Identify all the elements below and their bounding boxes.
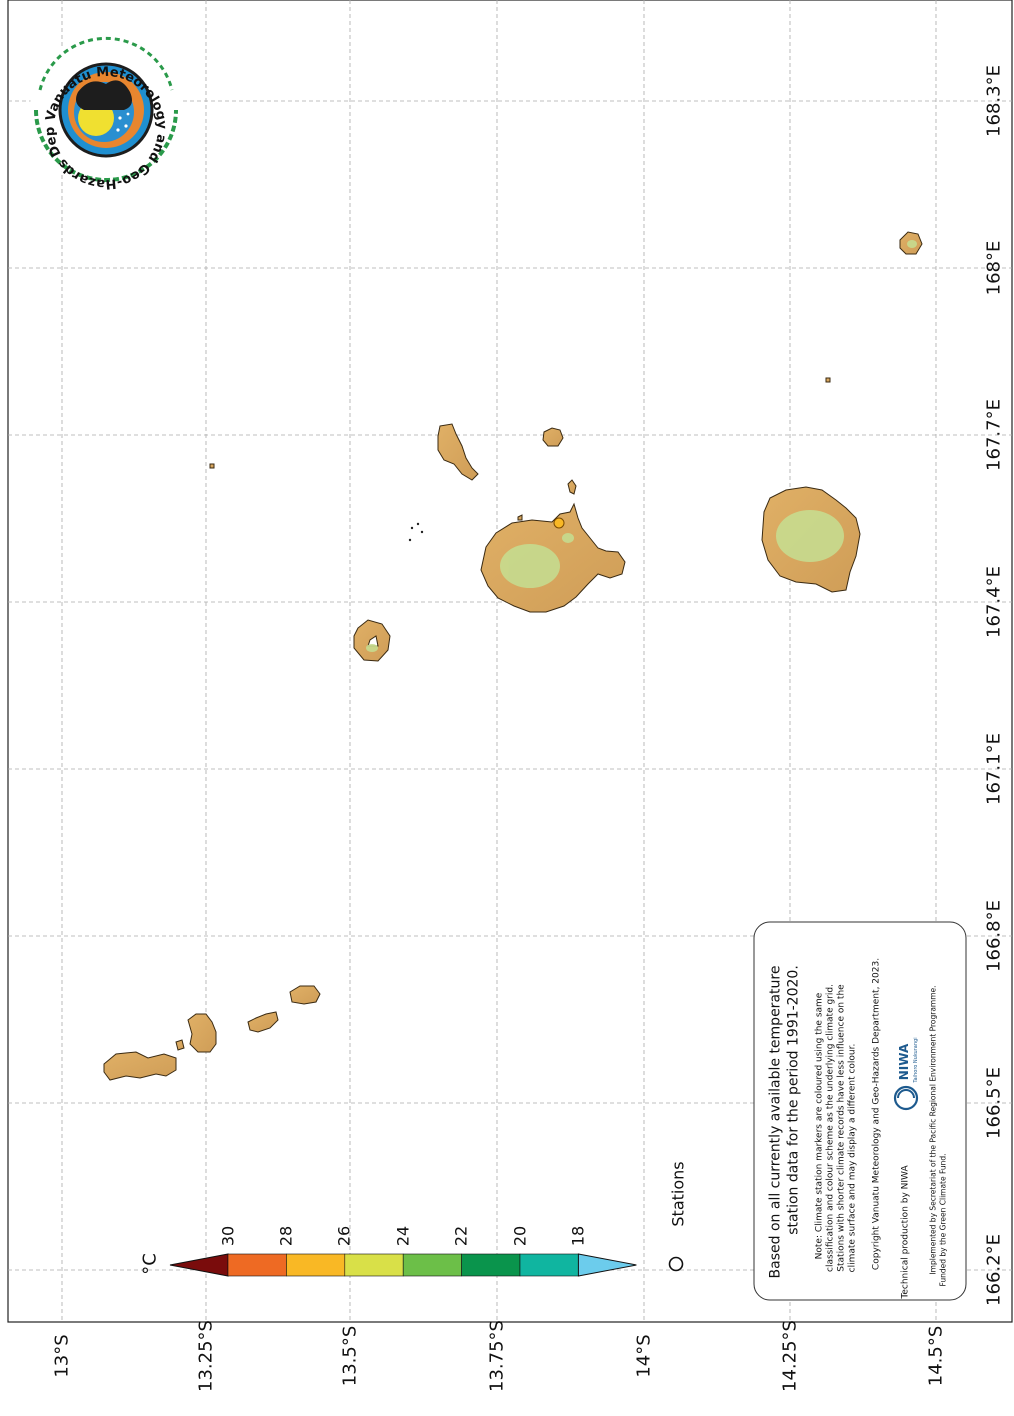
- small-islets: [408, 522, 424, 542]
- info-line: station data for the period 1991-2020.: [785, 965, 802, 1235]
- lon-tick: 166.2°E: [983, 1234, 1005, 1306]
- lat-tick: 14.25°S: [779, 1320, 801, 1392]
- lat-tick: 13.75°S: [486, 1320, 508, 1392]
- lat-tick: 14.5°S: [925, 1325, 947, 1387]
- island-metoma: [175, 1039, 185, 1051]
- stations-legend-label: Stations: [668, 1161, 688, 1227]
- islet-north: [567, 479, 577, 495]
- island-loh: [247, 1011, 279, 1033]
- info-technical: Technical production by NIWA: [900, 1165, 911, 1299]
- department-logo: Vanuatu Meteorology and Geo-Hazards Depa…: [0, 0, 182, 191]
- info-copyright: Copyright Vanuatu Meteorology and Geo-Ha…: [871, 957, 882, 1271]
- colorbar-label: 26: [334, 1225, 354, 1247]
- lat-tick: 14°S: [633, 1334, 655, 1378]
- colorbar-segment: [519, 1253, 579, 1277]
- lat-tick: 13.25°S: [195, 1320, 217, 1392]
- colorbar-segment: [402, 1253, 462, 1277]
- island-ureparapara: [353, 619, 391, 662]
- colorbar-label: 30: [218, 1225, 238, 1247]
- info-note: Stations with shorter climate records ha…: [836, 984, 847, 1272]
- highland-shading: [366, 240, 917, 652]
- island-toga: [289, 985, 321, 1005]
- lon-tick: 168°E: [983, 240, 1005, 296]
- colorbar-label: 24: [393, 1225, 413, 1247]
- stations-legend-marker: [668, 1256, 684, 1272]
- islet-b: [825, 377, 831, 383]
- info-note: Note: Climate station markers are colour…: [814, 992, 825, 1260]
- island-hiw: [103, 1051, 177, 1081]
- islet-a: [209, 463, 215, 469]
- lon-tick: 168.3°E: [983, 65, 1005, 137]
- info-box: [753, 921, 967, 1301]
- colorbar-label: 18: [568, 1225, 588, 1247]
- colorbar-segment: [344, 1253, 404, 1277]
- colorbar-extend-high: [169, 1253, 229, 1277]
- lon-tick: 167.4°E: [983, 566, 1005, 638]
- colorbar-unit: °C: [139, 1253, 161, 1275]
- niwa-logo: [893, 1085, 919, 1111]
- colorbar-label: 20: [510, 1225, 530, 1247]
- info-line: Based on all currently available tempera…: [767, 965, 784, 1279]
- colorbar-segment: [286, 1253, 346, 1277]
- colorbar-label: 28: [276, 1225, 296, 1247]
- colorbar-label: 22: [451, 1225, 471, 1247]
- info-implemented: Implemented by Secretariat of the Pacifi…: [928, 985, 938, 1275]
- niwa-label: NIWA: [897, 1043, 911, 1081]
- lat-tick: 13°S: [51, 1334, 73, 1378]
- colorbar-segment: [227, 1253, 287, 1277]
- lat-tick: 13.5°S: [339, 1325, 361, 1387]
- islet-c: [517, 514, 523, 521]
- lon-tick: 167.1°E: [983, 733, 1005, 805]
- lon-tick: 166.5°E: [983, 1067, 1005, 1139]
- info-funded: Funded by the Green Climate Fund.: [938, 1153, 948, 1287]
- map-frame: [7, 0, 1013, 1323]
- info-note: climate surface and may display a differ…: [847, 1043, 858, 1273]
- niwa-sublabel: Taihoro Nukurangi: [913, 1037, 919, 1083]
- station-marker[interactable]: [553, 517, 565, 529]
- colorbar-segment: [461, 1253, 521, 1277]
- island-tegua: [187, 1013, 217, 1053]
- colorbar-extend-low: [577, 1253, 637, 1277]
- colorbar: [169, 1253, 637, 1277]
- lon-tick: 166.8°E: [983, 900, 1005, 972]
- island-mota-lava: [437, 423, 479, 481]
- lon-tick: 167.7°E: [983, 399, 1005, 471]
- island-mota: [542, 427, 564, 447]
- info-note: classification and colour scheme as the …: [825, 984, 836, 1272]
